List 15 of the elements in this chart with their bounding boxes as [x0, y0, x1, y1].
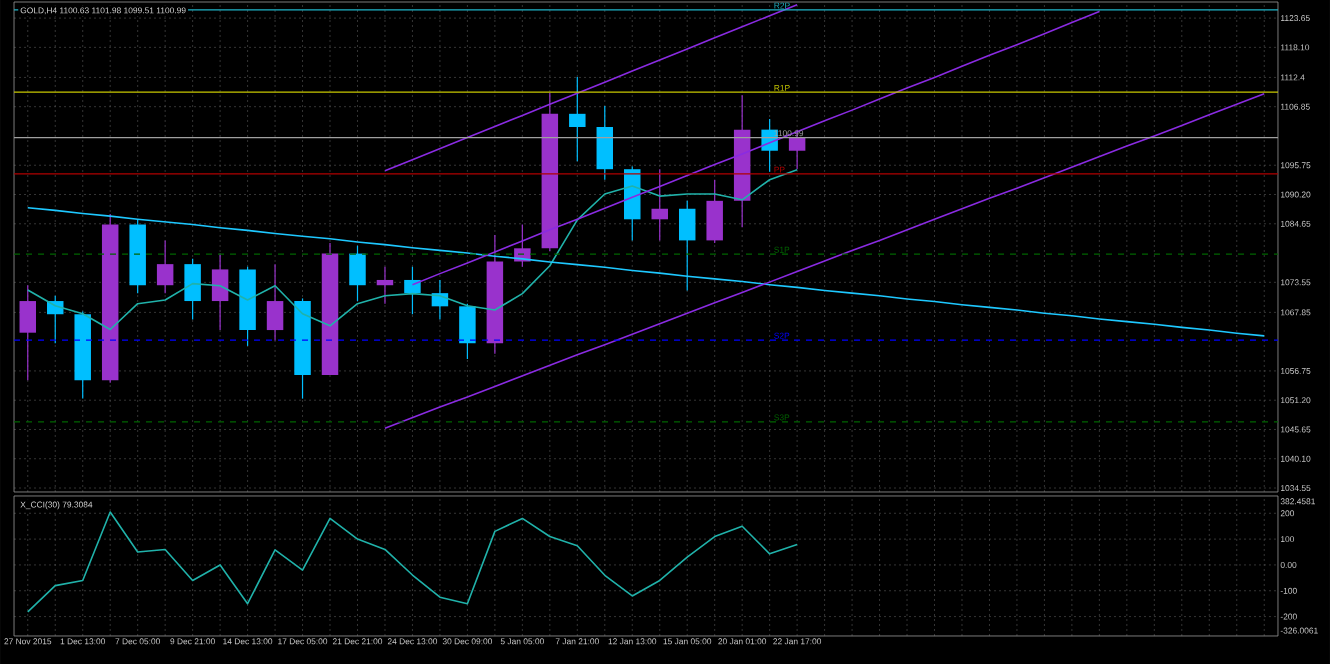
candlestick [156, 239, 174, 294]
candlestick [376, 266, 394, 305]
candlestick [266, 263, 284, 342]
candlestick [19, 284, 37, 381]
candlestick [211, 252, 229, 331]
candlestick [184, 258, 201, 321]
line-series [26, 511, 798, 613]
candlestick [349, 245, 366, 302]
candlestick [404, 266, 421, 315]
candlestick [678, 200, 696, 292]
candlestick [706, 179, 723, 244]
candlestick [569, 76, 586, 162]
candlestick [596, 105, 614, 181]
candlestick [459, 303, 476, 360]
candlestick [651, 168, 668, 241]
